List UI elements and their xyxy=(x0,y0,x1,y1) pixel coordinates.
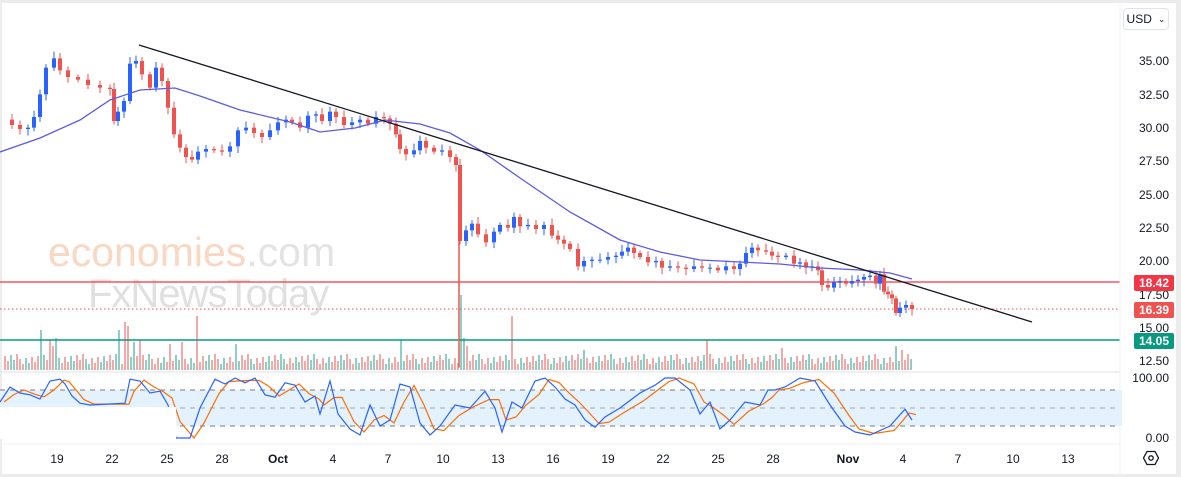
gear-icon[interactable] xyxy=(1143,450,1159,466)
time-axis-label: 16 xyxy=(546,452,560,466)
price-axis-label: 22.50 xyxy=(1138,221,1169,235)
left-border xyxy=(0,0,2,477)
downtrend-line[interactable] xyxy=(138,44,1033,323)
watermark-text-main: economies xyxy=(48,229,247,275)
price-axis-label: 15.00 xyxy=(1138,321,1169,335)
time-axis-label: 19 xyxy=(50,452,64,466)
watermark-text-suffix: .com xyxy=(246,229,336,275)
time-axis-label: 4 xyxy=(899,452,907,466)
time-axis-label: 19 xyxy=(601,452,615,466)
last-price-tag: 16.39 xyxy=(1134,302,1174,318)
time-axis-label-month: Oct xyxy=(267,452,289,466)
time-axis-label: 13 xyxy=(491,452,505,466)
moving-average-line xyxy=(0,87,913,280)
time-axis-label: 22 xyxy=(105,452,119,466)
price-axis-label: 12.50 xyxy=(1138,354,1169,368)
price-axis-label: 25.00 xyxy=(1138,188,1169,202)
stochastic-d-line xyxy=(3,377,917,439)
support-price-tag: 14.05 xyxy=(1134,333,1174,349)
time-axis-label: 25 xyxy=(711,452,725,466)
time-axis-label: 4 xyxy=(329,452,337,466)
time-axis-label: 28 xyxy=(215,452,229,466)
resistance-price-tag: 18.42 xyxy=(1134,275,1174,291)
candlestick-series xyxy=(10,51,914,368)
right-border xyxy=(1176,0,1181,477)
chevron-down-icon: ⌄ xyxy=(1157,13,1166,24)
price-axis-label: 35.00 xyxy=(1138,54,1169,68)
time-axis-label: 25 xyxy=(160,452,174,466)
currency-label: USD xyxy=(1126,12,1152,26)
stochastic-gap-mask xyxy=(0,407,176,439)
time-axis-label: 10 xyxy=(1006,452,1020,466)
price-axis-label: 30.00 xyxy=(1138,121,1169,135)
time-axis-label: 28 xyxy=(766,452,780,466)
bottom-border xyxy=(0,474,1181,477)
watermark-economies: economies.com xyxy=(48,229,335,276)
time-axis-label: 22 xyxy=(656,452,670,466)
price-axis-label: 32.50 xyxy=(1138,88,1169,102)
currency-selector[interactable]: USD ⌄ xyxy=(1123,8,1169,30)
stoch-axis-bottom: 0.00 xyxy=(1145,431,1169,445)
price-axis-label: 27.50 xyxy=(1138,154,1169,168)
time-axis-label-month: Nov xyxy=(836,452,860,466)
time-axis-label: 7 xyxy=(384,452,392,466)
stochastic-k-line xyxy=(0,377,913,439)
volume-histogram xyxy=(4,295,912,370)
time-axis-label: 7 xyxy=(954,452,962,466)
price-axis-label: 20.00 xyxy=(1138,254,1169,268)
price-axis-label: 17.50 xyxy=(1138,288,1169,302)
time-axis-label: 13 xyxy=(1061,452,1075,466)
stoch-axis-top: 100.00 xyxy=(1132,371,1169,385)
time-axis-label: 10 xyxy=(436,452,450,466)
